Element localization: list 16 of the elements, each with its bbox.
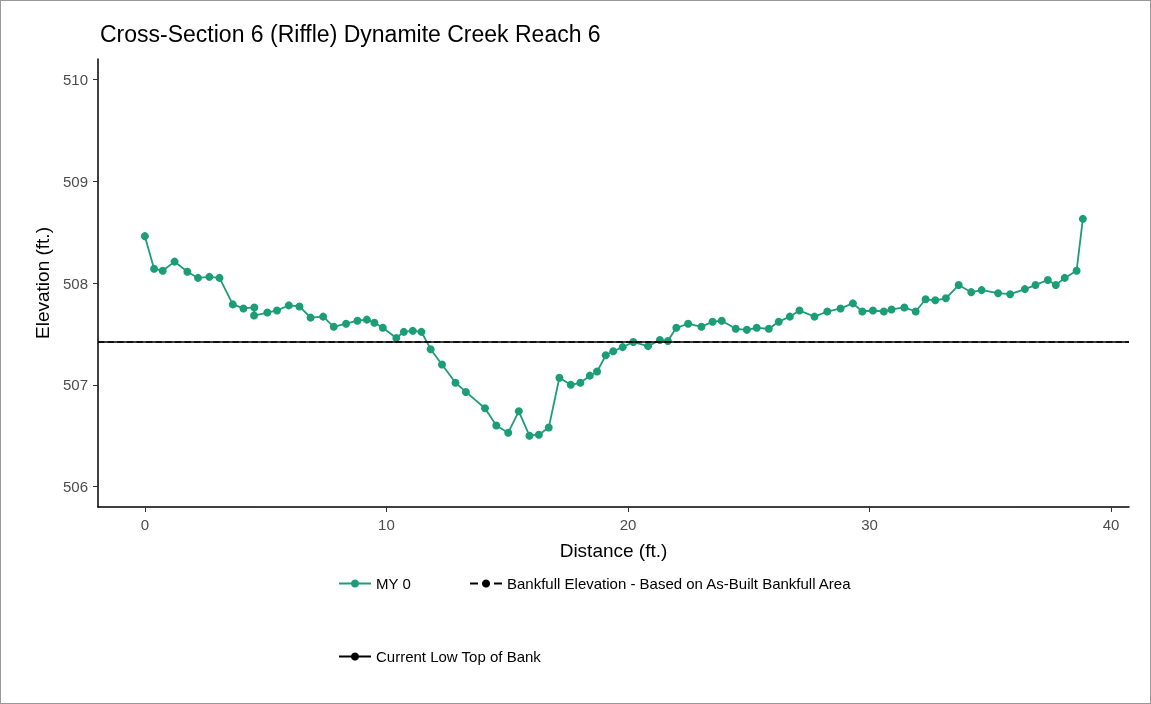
x-axis-title: Distance (ft.): [559, 540, 668, 561]
y-tick-label: 509: [62, 172, 88, 190]
y-tick-label: 507: [62, 376, 88, 394]
chart-title: Cross-Section 6 (Riffle) Dynamite Creek Reach 6: [100, 20, 601, 47]
x-tick-label: 30: [861, 516, 878, 533]
x-tick-label: 40: [1102, 516, 1120, 533]
x-tick-label: 20: [619, 516, 637, 533]
y-axis-title: Elevation (ft.): [32, 227, 53, 339]
legend-label: Current Low Top of Bank: [376, 648, 542, 665]
legend-label: MY 0: [376, 575, 411, 592]
y-tick-label: 508: [62, 274, 88, 292]
y-tick-label: 506: [62, 478, 88, 496]
x-tick-label: 0: [140, 516, 150, 533]
legend-label: Bankfull Elevation - Based on As-Built Bankfull Area: [507, 575, 852, 592]
y-tick-label: 510: [62, 70, 88, 88]
x-tick-label: 10: [378, 516, 395, 533]
